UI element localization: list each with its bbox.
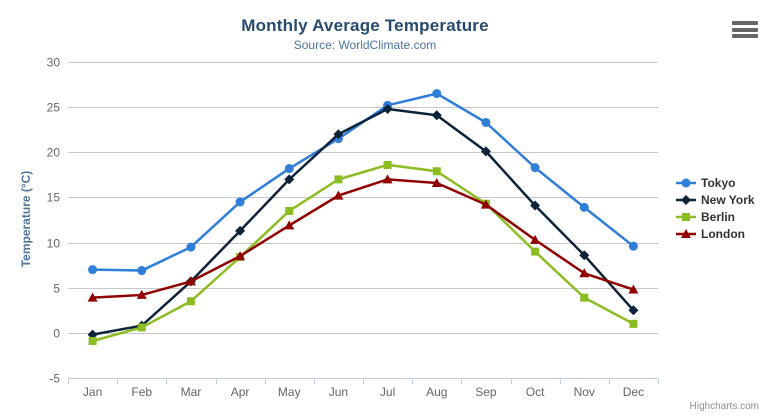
data-point-london[interactable]: [284, 220, 295, 230]
x-axis-label: Jan: [83, 385, 102, 399]
data-point-tokyo[interactable]: [481, 117, 491, 127]
legend-item-label: Berlin: [701, 210, 736, 224]
data-point-new-york[interactable]: [235, 225, 246, 236]
legend-item-label: London: [701, 227, 745, 241]
series-line-tokyo: [91, 92, 635, 272]
x-axis-label: Sep: [475, 385, 497, 399]
credits-link[interactable]: Highcharts.com: [689, 401, 759, 412]
data-point-tokyo[interactable]: [186, 242, 196, 252]
y-axis-label: 30: [47, 56, 61, 70]
hamburger-icon: [732, 27, 758, 32]
export-menu-button[interactable]: [732, 21, 758, 38]
series-line-london: [91, 178, 635, 299]
chart-title: Monthly Average Temperature: [241, 16, 489, 35]
square-marker-icon: [676, 213, 696, 221]
data-point-tokyo[interactable]: [579, 202, 589, 212]
x-axis-label: Jun: [329, 385, 348, 399]
hamburger-icon: [732, 34, 758, 38]
data-point-berlin[interactable]: [285, 206, 294, 215]
x-axis-label: Jul: [380, 385, 395, 399]
data-point-new-york[interactable]: [333, 129, 344, 140]
data-point-london[interactable]: [185, 276, 196, 286]
data-point-london[interactable]: [87, 292, 98, 302]
data-point-new-york[interactable]: [431, 110, 442, 121]
legend: Tokyo New York Berlin London: [676, 176, 755, 241]
y-axis-title: Temperature (°C): [19, 170, 33, 268]
hamburger-icon: [732, 21, 758, 25]
x-axis-label: Aug: [426, 385, 447, 399]
data-point-new-york[interactable]: [579, 250, 590, 261]
data-point-new-york[interactable]: [382, 103, 393, 114]
data-point-berlin[interactable]: [629, 319, 638, 328]
y-axis-label: -5: [49, 372, 60, 386]
data-point-tokyo[interactable]: [88, 265, 98, 275]
y-axis-label: 10: [47, 237, 61, 251]
data-point-london[interactable]: [333, 190, 344, 200]
data-point-new-york[interactable]: [530, 200, 541, 211]
data-point-new-york[interactable]: [480, 146, 491, 157]
data-point-berlin[interactable]: [580, 293, 589, 302]
data-point-tokyo[interactable]: [530, 163, 540, 173]
data-point-new-york[interactable]: [284, 174, 295, 185]
data-point-london[interactable]: [480, 199, 491, 209]
data-point-berlin[interactable]: [137, 323, 146, 332]
series-line-new-york: [91, 107, 635, 336]
data-point-berlin[interactable]: [186, 297, 195, 306]
x-axis-label: Feb: [131, 385, 152, 399]
data-point-berlin[interactable]: [432, 167, 441, 176]
triangle-marker-icon: [676, 229, 696, 238]
data-point-berlin[interactable]: [531, 247, 540, 256]
data-point-london[interactable]: [579, 268, 590, 278]
y-axis-label: 5: [53, 282, 60, 296]
legend-item-berlin[interactable]: Berlin: [676, 210, 755, 224]
data-point-tokyo[interactable]: [284, 164, 294, 174]
circle-marker-icon: [676, 178, 696, 188]
series-line-berlin: [91, 163, 635, 343]
y-axis-label: 15: [47, 191, 61, 205]
x-axis-label: Nov: [574, 385, 595, 399]
legend-item-label: New York: [701, 193, 755, 207]
data-point-london[interactable]: [382, 174, 393, 184]
data-point-tokyo[interactable]: [235, 197, 245, 207]
chart-subtitle: Source: WorldClimate.com: [293, 38, 437, 52]
x-axis-label: Oct: [526, 385, 545, 399]
data-point-berlin[interactable]: [88, 336, 97, 345]
diamond-marker-icon: [676, 195, 696, 205]
legend-item-london[interactable]: London: [676, 227, 755, 241]
data-point-london[interactable]: [235, 251, 246, 261]
data-point-berlin[interactable]: [383, 160, 392, 169]
data-point-london[interactable]: [136, 289, 147, 299]
data-point-london[interactable]: [628, 284, 639, 294]
y-axis-label: 20: [47, 146, 61, 160]
data-point-tokyo[interactable]: [137, 266, 147, 276]
x-axis-label: Dec: [623, 385, 644, 399]
data-point-berlin[interactable]: [334, 175, 343, 184]
legend-item-new-york[interactable]: New York: [676, 193, 755, 207]
legend-item-tokyo[interactable]: Tokyo: [676, 176, 755, 190]
x-axis-label: Mar: [181, 385, 202, 399]
data-point-london[interactable]: [530, 234, 541, 244]
y-axis-label: 25: [47, 101, 61, 115]
x-axis-label: Apr: [231, 385, 250, 399]
data-point-new-york[interactable]: [628, 305, 639, 316]
data-point-tokyo[interactable]: [432, 89, 442, 99]
x-axis-label: May: [278, 385, 301, 399]
data-point-london[interactable]: [431, 177, 442, 187]
y-axis-label: 0: [53, 327, 60, 341]
legend-item-label: Tokyo: [701, 176, 736, 190]
data-point-tokyo[interactable]: [628, 241, 638, 251]
